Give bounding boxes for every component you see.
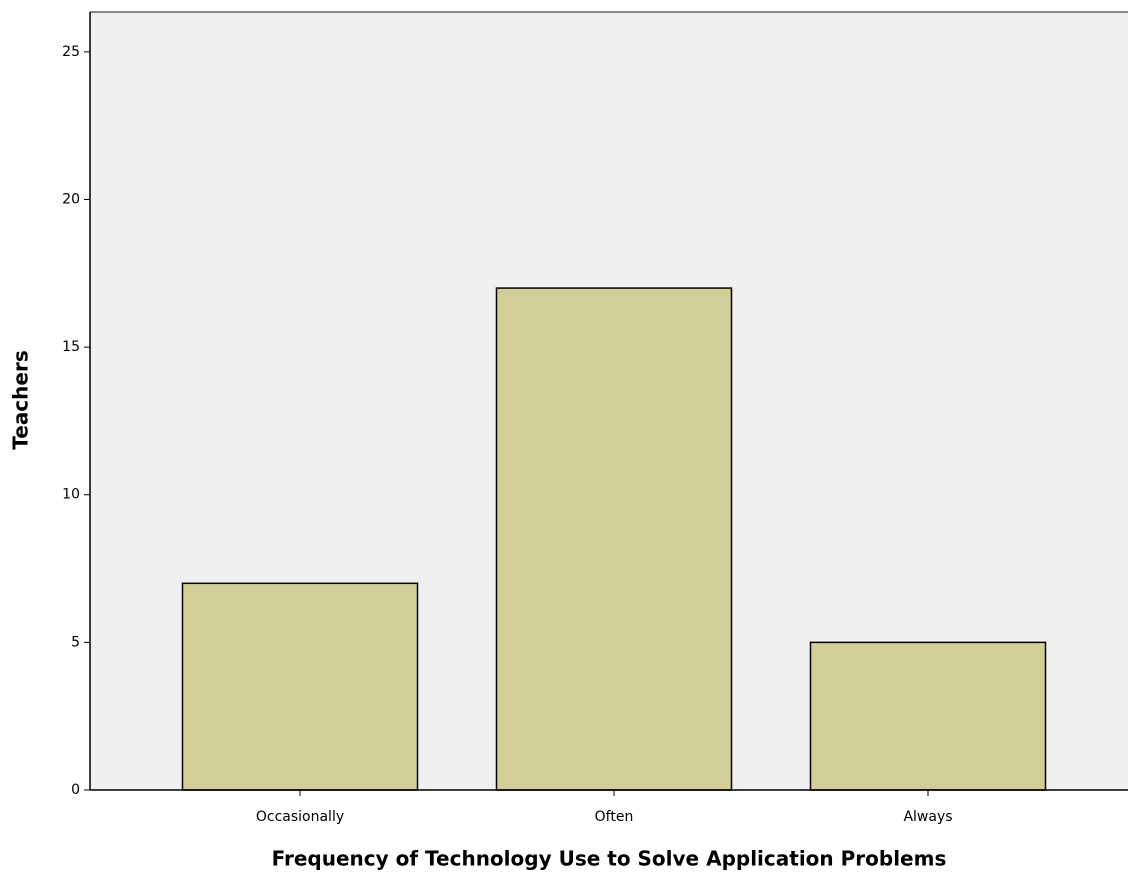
bar xyxy=(809,641,1047,791)
y-tick-label: 0 xyxy=(71,782,80,798)
x-tick-label: Always xyxy=(903,809,952,825)
y-tick-label: 25 xyxy=(62,44,80,60)
x-tick-label: Often xyxy=(595,809,634,825)
bar xyxy=(181,582,419,791)
y-tick-label: 5 xyxy=(71,634,80,650)
y-tick-label: 10 xyxy=(62,487,80,503)
bar xyxy=(495,287,733,791)
y-tick-label: 20 xyxy=(62,191,80,207)
y-tick-label: 15 xyxy=(62,339,80,355)
y-axis-label: Teachers xyxy=(9,350,33,449)
x-tick-label: Occasionally xyxy=(256,809,344,825)
x-axis-label: Frequency of Technology Use to Solve App… xyxy=(272,847,947,871)
